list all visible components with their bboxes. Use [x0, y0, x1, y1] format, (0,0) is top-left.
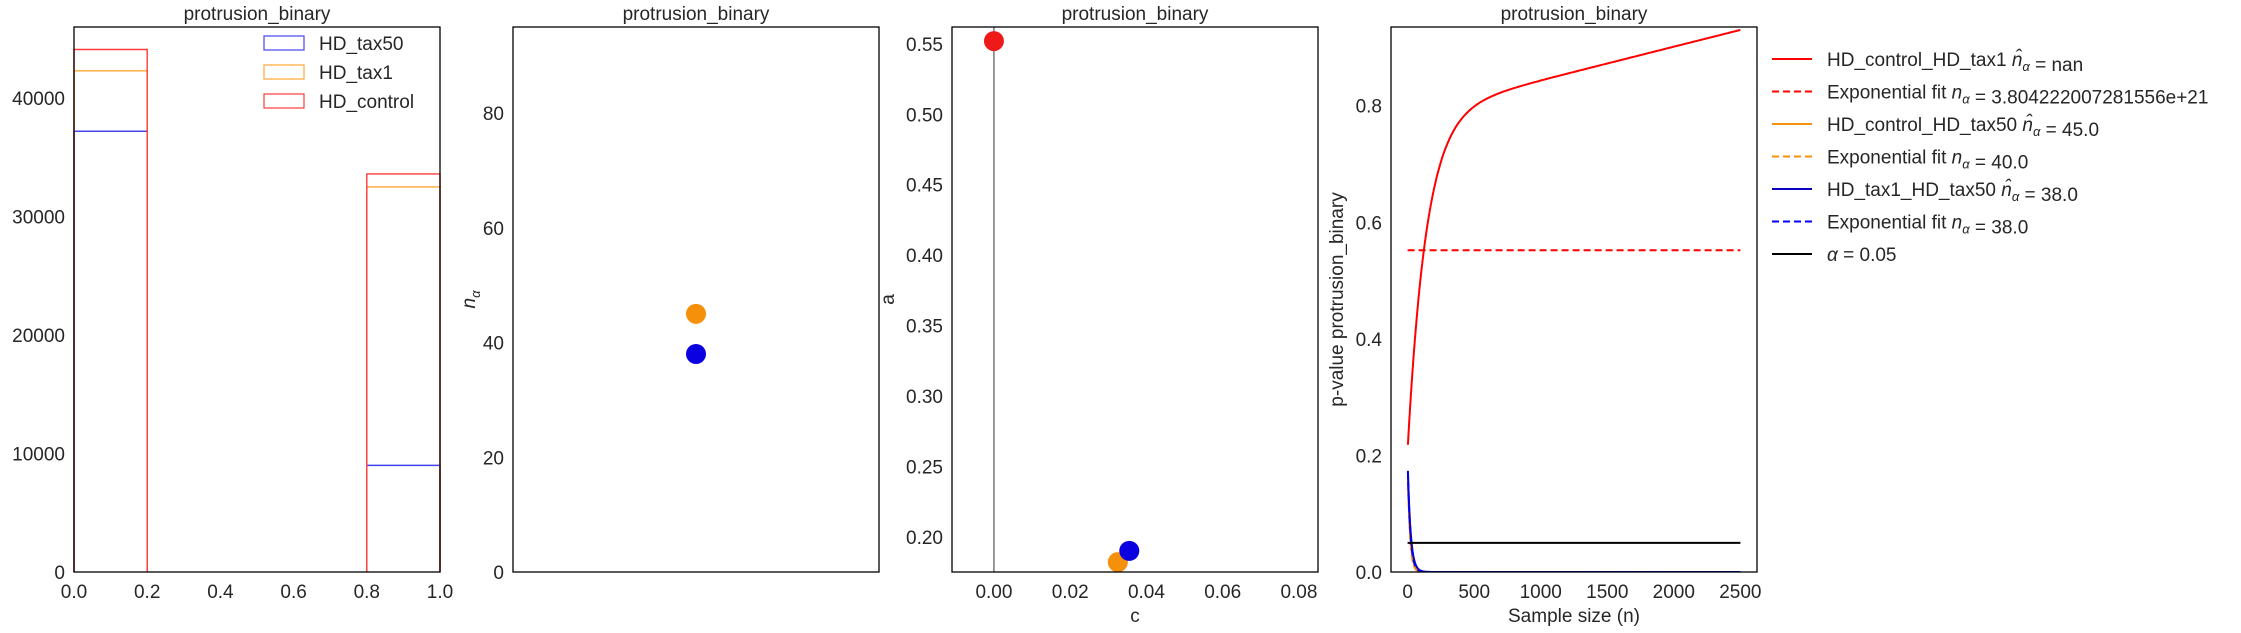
x-tick-label: 0.8 [354, 582, 380, 603]
panel-title: protrusion_binary [623, 4, 770, 25]
legend-label: Exponential fit nα = 40.0 [1827, 148, 2028, 174]
a-c-panel: protrusion_binary 0.00 0.02 0.04 0.06 0.08 0.2… [878, 4, 1319, 627]
y-tick-label: 0.30 [906, 387, 943, 408]
y-tick-label: 0.6 [1356, 213, 1382, 234]
series-line [1406, 28, 1741, 445]
scatter-point [983, 31, 1004, 52]
histogram-bar [366, 464, 441, 572]
y-tick-label: 20 [483, 448, 504, 469]
x-tick-label: 0.04 [1128, 582, 1165, 603]
histogram-panel: protrusion_binary 0.0 0.2 0.4 0.6 0.8 1.0 0 1000… [12, 4, 453, 603]
x-tick-label: 0.0 [61, 582, 87, 603]
x-tick-label: 2000 [1653, 582, 1695, 603]
y-tick-label: 0.55 [906, 35, 943, 56]
histogram-bar [366, 173, 441, 572]
series-line [1406, 476, 1741, 572]
legend-label: Exponential fit nα = 38.0 [1827, 213, 2028, 239]
y-tick-label: 40 [483, 334, 504, 355]
axes-frame [1390, 26, 1758, 573]
panel-title: protrusion_binary [1062, 4, 1209, 25]
y-tick-label: 60 [483, 219, 504, 240]
y-tick-label: 0.0 [1356, 563, 1382, 584]
y-tick-label: 0.25 [906, 457, 943, 478]
panel-title: protrusion_binary [1501, 4, 1648, 25]
histogram-bar [73, 48, 148, 572]
n-alpha-panel: protrusion_binary 0 20 40 60 80 nα [459, 4, 880, 584]
y-tick-label: 0.4 [1356, 330, 1383, 351]
series-line [1406, 471, 1741, 572]
x-tick-label: 0.08 [1280, 582, 1317, 603]
y-tick-label: 0.8 [1356, 97, 1382, 118]
x-tick-label: 1.0 [427, 582, 453, 603]
y-tick-label: 0.40 [906, 246, 943, 267]
series-line [1406, 477, 1741, 572]
axes-frame [73, 26, 441, 573]
legend-label: HD_tax1 [319, 63, 393, 84]
x-tick-label: 2500 [1719, 582, 1761, 603]
series-line [1406, 470, 1741, 572]
curves-group [1406, 28, 1741, 572]
legend-label: α = 0.05 [1827, 245, 1896, 266]
x-tick-label: 0.00 [975, 582, 1012, 603]
legend-label: HD_control_HD_tax1 n̂α = nan [1827, 49, 2083, 76]
legend-label: HD_control_HD_tax50 n̂α = 45.0 [1827, 114, 2099, 141]
y-tick-label: 0.20 [906, 528, 943, 549]
y-tick-label: 80 [483, 104, 504, 125]
x-tick-label: 0.6 [280, 582, 306, 603]
histogram-bar [73, 130, 148, 572]
pvalue-panel: protrusion_binary 0 500 1000 1500 2000 2500 0.0… [1327, 4, 1762, 627]
y-tick-label: 0.2 [1356, 446, 1382, 467]
legend-label: HD_control [319, 92, 414, 113]
legend-swatch [263, 35, 305, 51]
scatter-point [686, 344, 706, 364]
x-tick-label: 500 [1458, 582, 1490, 603]
scatter-point [1119, 540, 1140, 561]
scatter-point [686, 303, 706, 324]
legend-label: HD_tax1_HD_tax50 n̂α = 38.0 [1827, 179, 2078, 206]
axes-frame [512, 26, 880, 573]
legend-swatch [263, 93, 305, 109]
legend-label: Exponential fit nα = 3.804222007281556e+… [1827, 83, 2208, 109]
y-tick-label: 0.50 [906, 105, 943, 126]
x-axis-label: Sample size (n) [1508, 606, 1640, 627]
x-tick-label: 0.4 [207, 582, 234, 603]
histogram-bar [73, 70, 148, 572]
y-axis-label: a [878, 294, 899, 305]
y-tick-label: 0 [54, 563, 65, 584]
panel-title: protrusion_binary [184, 4, 331, 25]
y-tick-label: 40000 [12, 89, 65, 110]
x-tick-label: 0.2 [134, 582, 160, 603]
x-axis-label: c [1130, 606, 1140, 627]
legend-swatch [263, 64, 305, 80]
y-axis-label: p-value protrusion_binary [1327, 192, 1348, 407]
histogram-bar [366, 186, 441, 572]
axes-frame [951, 26, 1319, 573]
y-tick-label: 0.45 [906, 176, 943, 197]
x-tick-label: 0 [1402, 582, 1413, 603]
legend-label: HD_tax50 [319, 34, 404, 55]
x-tick-label: 1000 [1520, 582, 1562, 603]
y-tick-label: 30000 [12, 208, 65, 229]
x-tick-label: 0.02 [1052, 582, 1089, 603]
y-tick-label: 20000 [12, 326, 65, 347]
y-axis-label: nα [459, 290, 483, 309]
x-tick-label: 0.06 [1204, 582, 1241, 603]
y-tick-label: 0.35 [906, 317, 943, 338]
y-tick-label: 10000 [12, 445, 65, 466]
x-tick-label: 1500 [1586, 582, 1628, 603]
y-tick-label: 0 [493, 563, 504, 584]
pvalue-legend: HD_control_HD_tax1 n̂α = nan Exponential … [1772, 49, 2208, 266]
